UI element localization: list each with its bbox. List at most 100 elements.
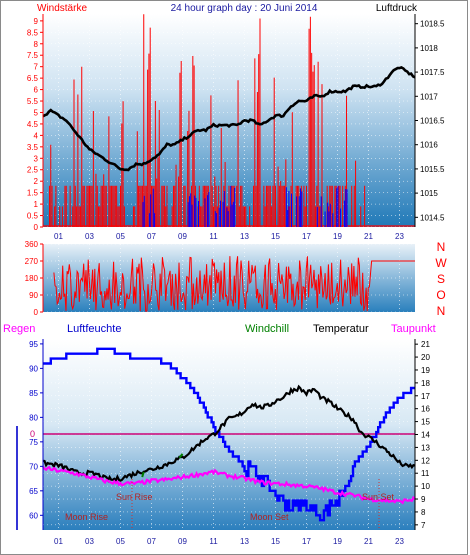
humidity-tick-label: 75: [29, 438, 38, 447]
windchill-legend: Windchill: [245, 323, 289, 335]
wind-tick-label: 0: [34, 223, 39, 232]
hour-tick-label: 13: [240, 537, 249, 546]
hour-tick-label: 15: [271, 232, 280, 241]
direction-tick-label: 0: [34, 308, 39, 317]
wind-tick-label: 1: [34, 200, 39, 209]
wind-tick-label: 6.5: [27, 74, 39, 83]
pressure-tick-label: 1015: [420, 189, 438, 198]
hour-tick-label: 01: [54, 232, 63, 241]
hour-tick-label: 21: [364, 537, 373, 546]
sun-set-label: Sun Set: [362, 492, 395, 502]
wind-tick-label: 8.5: [27, 28, 39, 37]
hour-tick-label: 03: [85, 232, 94, 241]
temperature-tick-label: 12: [421, 456, 430, 465]
wind-tick-label: 7: [34, 63, 39, 72]
humidity-tick-label: 60: [29, 511, 38, 520]
hour-tick-label: 05: [116, 537, 125, 546]
hour-tick-label: 03: [85, 537, 94, 546]
temperature-tick-label: 9: [421, 495, 426, 504]
pressure-tick-label: 1017: [420, 92, 438, 101]
pressure-axis-title: Luftdruck: [376, 3, 418, 14]
temperature-tick-label: 19: [421, 366, 430, 375]
panel1-ticks: 0 0.5 1 1.5 2 2.5 3 3.5 4 4.5 5 5.5 6 6.5 7 7.5 8 8.5 9 101…: [27, 17, 445, 241]
rain-axis-title: Regen: [3, 323, 35, 335]
direction-tick-label: 360: [25, 240, 39, 249]
temperature-tick-label: 11: [421, 469, 430, 478]
hour-tick-label: 07: [147, 537, 156, 546]
pressure-tick-label: 1018.5: [420, 20, 445, 29]
hour-tick-label: 01: [54, 537, 63, 546]
dewpoint-legend: Taupunkt: [391, 323, 436, 335]
chart-title: 24 hour graph day : 20 Juni 2014: [171, 3, 318, 14]
pressure-tick-label: 1017.5: [420, 68, 445, 77]
wind-tick-label: 8: [34, 40, 39, 49]
moon-rise-label: Moon Rise: [65, 512, 108, 522]
hour-tick-label: 17: [302, 232, 311, 241]
temperature-tick-label: 20: [421, 353, 430, 362]
hour-tick-label: 19: [333, 232, 342, 241]
wind-tick-label: 6: [34, 86, 39, 95]
hour-tick-label: 23: [395, 537, 404, 546]
humidity-tick-label: 70: [29, 462, 38, 471]
wind-tick-label: 2.5: [27, 166, 39, 175]
wind-tick-label: 0.5: [27, 212, 39, 221]
temperature-tick-label: 8: [421, 508, 426, 517]
direction-tick-label: 90: [29, 291, 38, 300]
wind-axis-title: Windstärke: [37, 3, 87, 14]
hour-tick-label: 11: [209, 232, 218, 241]
hour-tick-label: 23: [395, 232, 404, 241]
rain-axis-zero: 0: [30, 429, 35, 439]
humidity-tick-label: 90: [29, 364, 38, 373]
hour-tick-label: 15: [271, 537, 280, 546]
humidity-line: [43, 347, 415, 522]
wind-tick-label: 9: [34, 17, 39, 26]
hour-tick-label: 11: [209, 537, 218, 546]
direction-letter: W: [435, 256, 447, 270]
temperature-legend: Temperatur: [313, 323, 369, 335]
dewpoint-line: [42, 465, 416, 505]
wind-tick-label: 3: [34, 154, 39, 163]
direction-letter: N: [437, 240, 446, 254]
temperature-tick-label: 7: [421, 521, 426, 530]
hour-tick-label: 09: [178, 232, 187, 241]
temperature-tick-label: 13: [421, 443, 430, 452]
humidity-tick-label: 80: [29, 413, 38, 422]
direction-letter: N: [437, 304, 446, 318]
pressure-tick-label: 1016.5: [420, 117, 445, 126]
windchill-marks: [141, 453, 184, 478]
pressure-tick-label: 1016: [420, 141, 438, 150]
humidity-tick-label: 65: [29, 487, 38, 496]
humidity-axis-title: Luftfeuchte: [67, 323, 121, 335]
humidity-tick-label: 85: [29, 389, 38, 398]
panel3-ticks: 60 65 70 75 80 85 90 95 7 8 9 10 11 12 13 14 15 16 17 18 19 2…: [29, 340, 430, 546]
wind-tick-label: 4.5: [27, 120, 39, 129]
temperature-tick-label: 16: [421, 405, 430, 414]
panel2-ticks: 0 90 180 270 360: [25, 240, 43, 317]
pressure-tick-label: 1018: [420, 44, 438, 53]
temperature-tick-label: 18: [421, 379, 430, 388]
direction-letter: O: [436, 288, 445, 302]
temperature-tick-label: 21: [421, 340, 430, 349]
moon-set-label: Moon Set: [250, 512, 289, 522]
hour-tick-label: 09: [178, 537, 187, 546]
direction-tick-label: 270: [25, 257, 39, 266]
pressure-tick-label: 1014.5: [420, 213, 445, 222]
temperature-tick-label: 17: [421, 392, 430, 401]
hour-tick-label: 05: [116, 232, 125, 241]
hour-tick-label: 17: [302, 537, 311, 546]
wind-tick-label: 5: [34, 108, 39, 117]
pressure-tick-label: 1015.5: [420, 165, 445, 174]
temperature-tick-label: 10: [421, 482, 430, 491]
windchill-mark: [141, 471, 145, 478]
wind-tick-label: 2: [34, 177, 39, 186]
wind-tick-label: 4: [34, 131, 39, 140]
wind-tick-label: 1.5: [27, 189, 39, 198]
hour-tick-label: 21: [364, 232, 373, 241]
hour-tick-label: 19: [333, 537, 342, 546]
direction-letter: S: [437, 272, 445, 286]
gust-bars: [142, 185, 348, 227]
temperature-tick-label: 14: [421, 431, 430, 440]
